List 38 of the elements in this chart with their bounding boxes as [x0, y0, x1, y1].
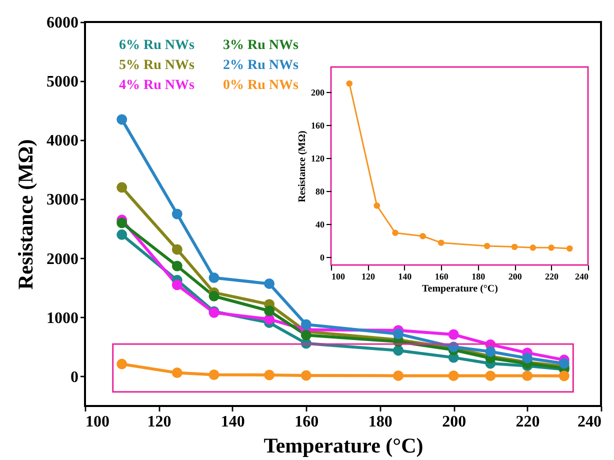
text: 6% Ru NWs — [119, 38, 196, 53]
y-tick-label: 0 — [320, 252, 325, 262]
y-tick-label: 0 — [70, 368, 78, 386]
x-tick-label: 120 — [147, 414, 172, 430]
x-axis-title: Temperature (°C) — [264, 434, 424, 458]
text: 0% Ru NWs — [223, 78, 300, 93]
x-tick-label: 100 — [86, 414, 110, 430]
y-tick-label: 2000 — [46, 250, 78, 268]
x-axis-title: Temperature (°C) — [422, 284, 498, 294]
y-axis-title: Resistance (MΩ) — [297, 130, 308, 202]
y-tick-label: 80 — [316, 186, 325, 196]
x-tick-label: 100 — [332, 272, 346, 282]
x-tick-label: 240 — [575, 272, 589, 282]
x-tick-label: 220 — [545, 272, 560, 282]
y-tick-label: 40 — [316, 219, 325, 230]
y-tick-label: 1000 — [46, 310, 78, 327]
x-tick-label: 140 — [398, 272, 412, 282]
y-tick-label: 3000 — [46, 192, 78, 209]
y-tick-label: 5000 — [46, 74, 78, 91]
y-tick-label: 160 — [311, 120, 325, 130]
x-tick-label: 200 — [508, 272, 522, 282]
y-tick-label: 120 — [311, 153, 325, 164]
y-tick-label: 200 — [311, 87, 325, 98]
x-tick-label: 240 — [578, 414, 602, 430]
x-tick-label: 220 — [516, 414, 540, 430]
y-axis-title: Resistance (MΩ) — [14, 139, 38, 290]
text: 4% Ru NWs — [119, 78, 196, 93]
text: 5% Ru NWs — [119, 58, 196, 73]
y-tick-label: 6000 — [46, 14, 78, 32]
text: 2% Ru NWs — [223, 58, 300, 73]
x-tick-label: 180 — [368, 414, 392, 430]
x-tick-label: 120 — [361, 272, 376, 282]
x-tick-label: 180 — [472, 272, 486, 282]
x-tick-label: 160 — [434, 272, 449, 282]
text: 3% Ru NWs — [223, 38, 300, 53]
x-tick-label: 200 — [442, 414, 466, 430]
x-tick-label: 140 — [220, 414, 245, 430]
y-tick-label: 4000 — [46, 132, 78, 150]
